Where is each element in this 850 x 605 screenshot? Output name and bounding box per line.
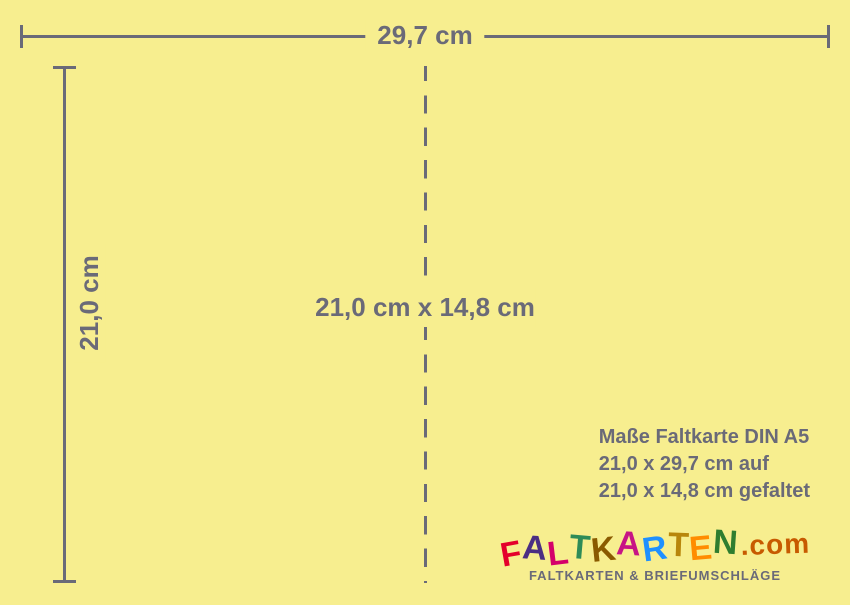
logo-letter: N: [712, 525, 740, 561]
brand-logo: FALTKARTEN.com FALTKARTEN & BRIEFUMSCHLÄ…: [500, 528, 810, 583]
brand-logo-text: FALTKARTEN.com: [500, 525, 811, 570]
logo-suffix: .com: [740, 530, 810, 560]
folded-size-label: 21,0 cm x 14,8 cm: [315, 288, 535, 327]
logo-letter: K: [589, 532, 618, 568]
height-dimension-label-wrap: 21,0 cm: [74, 243, 105, 362]
logo-letter: E: [688, 530, 715, 566]
info-block: Maße Faltkarte DIN A5 21,0 x 29,7 cm auf…: [599, 424, 810, 505]
logo-letter: R: [640, 530, 670, 567]
info-line-3: 21,0 x 14,8 cm gefaltet: [599, 478, 810, 505]
folding-card-diagram: 29,7 cm 21,0 cm 21,0 cm x 14,8 cm Maße F…: [0, 0, 850, 605]
info-line-1: Maße Faltkarte DIN A5: [599, 424, 810, 451]
height-dimension-label: 21,0 cm: [74, 243, 105, 362]
height-dimension-bar: [63, 66, 66, 583]
brand-tagline: FALTKARTEN & BRIEFUMSCHLÄGE: [500, 568, 810, 583]
logo-letter: T: [667, 528, 690, 563]
info-line-2: 21,0 x 29,7 cm auf: [599, 451, 810, 478]
width-dimension-label: 29,7 cm: [365, 20, 484, 51]
